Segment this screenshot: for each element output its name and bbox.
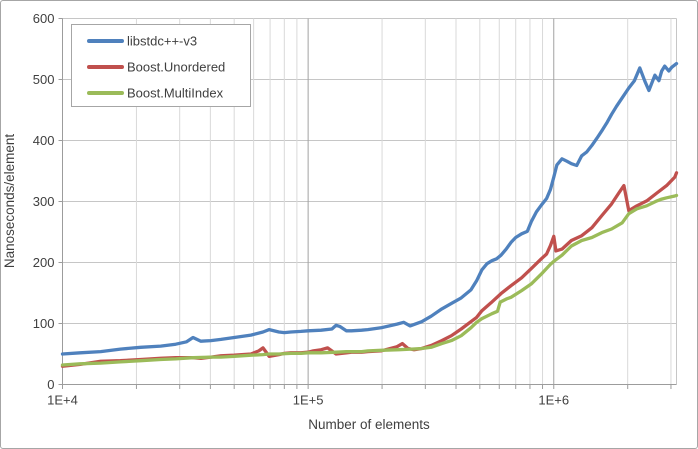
series-line-Boost.MultiIndex xyxy=(60,193,679,367)
series-layer xyxy=(60,61,679,368)
x-axis-title: Number of elements xyxy=(308,417,430,432)
y-tick-label: 500 xyxy=(33,72,55,87)
legend: libstdc++-v3 Boost.Unordered Boost.MultiIn… xyxy=(71,24,251,107)
y-tick-label: 400 xyxy=(33,133,55,148)
y-tick-label: 100 xyxy=(33,316,55,331)
y-tick-label: 0 xyxy=(47,377,54,392)
legend-label: Boost.MultiIndex xyxy=(127,86,224,101)
x-tick-label: 1E+6 xyxy=(538,393,569,408)
legend-label: libstdc++-v3 xyxy=(127,34,197,49)
y-tick-label: 200 xyxy=(33,255,55,270)
y-tick-label: 600 xyxy=(33,11,55,26)
x-tick-label: 1E+5 xyxy=(293,393,324,408)
series-line-libstdc++-v3 xyxy=(60,61,679,356)
y-axis-title: Nanoseconds/element xyxy=(2,134,17,269)
legend-label: Boost.Unordered xyxy=(127,60,225,75)
x-tick-label: 1E+4 xyxy=(47,393,78,408)
y-tick-label: 300 xyxy=(33,194,55,209)
